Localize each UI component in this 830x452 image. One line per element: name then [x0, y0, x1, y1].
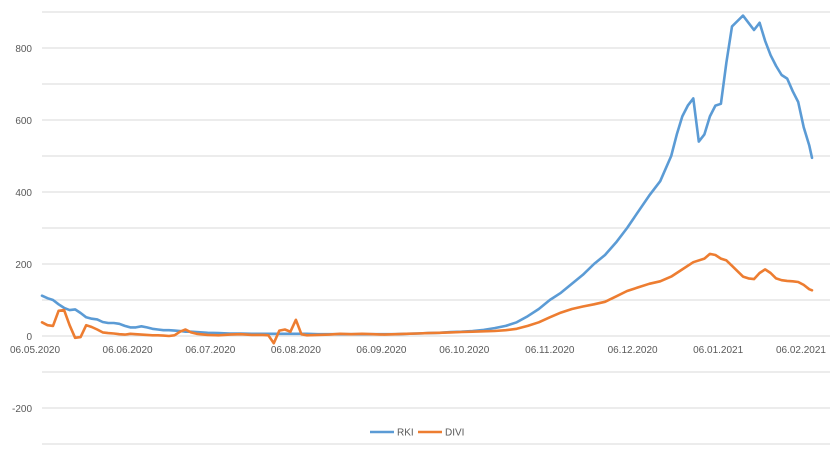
- gridlines: [42, 11, 830, 445]
- x-tick-label: 06.10.2020: [439, 345, 489, 356]
- y-tick-label: 600: [15, 116, 32, 127]
- y-axis-tick-labels: -200 0 200 400 600 800: [12, 44, 32, 415]
- series-lines: [40, 14, 814, 345]
- legend-label-rki: RKI: [397, 428, 414, 439]
- x-tick-label: 06.08.2020: [271, 345, 321, 356]
- y-tick-label: 200: [15, 260, 32, 271]
- y-tick-label: 0: [26, 332, 32, 343]
- x-tick-label: 06.09.2020: [356, 345, 406, 356]
- legend-label-divi: DIVI: [445, 428, 464, 439]
- x-tick-label: 06.05.2020: [10, 345, 60, 356]
- y-tick-label: -200: [12, 404, 32, 415]
- x-tick-label: 06.12.2020: [608, 345, 658, 356]
- y-tick-label: 400: [15, 188, 32, 199]
- x-tick-label: 06.11.2020: [525, 345, 575, 356]
- x-tick-label: 06.06.2020: [103, 345, 153, 356]
- x-tick-label: 06.07.2020: [185, 345, 235, 356]
- x-tick-label: 06.01.2021: [693, 345, 743, 356]
- series-line-rki: [40, 14, 814, 336]
- x-tick-label: 06.02.2021: [776, 345, 826, 356]
- y-tick-label: 800: [15, 44, 32, 55]
- x-axis-tick-labels: 06.05.2020 06.06.2020 06.07.2020 06.08.2020…: [10, 345, 826, 356]
- legend: RKI DIVI: [370, 428, 464, 439]
- series-line-divi: [40, 252, 814, 345]
